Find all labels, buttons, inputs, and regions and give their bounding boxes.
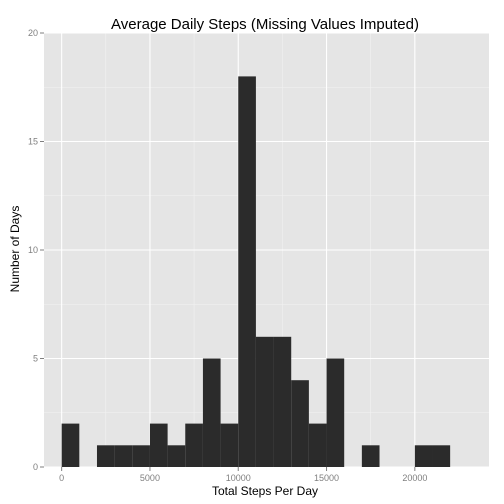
chart-title: Average Daily Steps (Missing Values Impu… [111,16,419,33]
y-tick-label: 5 [33,354,38,364]
histogram-bar-5 [149,423,168,467]
histogram-bar-12 [273,336,292,467]
y-axis-title: Number of Days [8,206,22,293]
histogram-bar-10 [238,76,256,468]
y-axis-ticks: 0 5 10 15 20 [28,28,44,472]
x-tick-label: 5000 [140,473,160,483]
histogram-bar-17 [361,445,380,467]
x-axis-ticks: 0 5000 10000 15000 20000 [59,467,427,483]
histogram-bar-7 [185,423,203,467]
histogram-bar-3 [114,445,133,467]
histogram-bar-21 [432,445,451,467]
x-tick-label: 0 [59,473,64,483]
histogram-bar-9 [220,423,239,467]
x-axis-title: Total Steps Per Day [212,484,318,498]
histogram-bar-0 [61,423,80,467]
histogram-bar-15 [326,358,345,467]
y-tick-label: 10 [28,245,38,255]
histogram-bar-11 [255,336,274,467]
histogram-bar-4 [132,445,150,467]
y-tick-label: 0 [33,462,38,472]
y-tick-label: 15 [28,137,38,147]
histogram-bar-2 [96,445,115,467]
histogram-bar-6 [167,445,186,467]
histogram-bar-8 [202,358,221,467]
x-tick-label: 10000 [226,473,251,483]
histogram-bar-14 [308,423,327,467]
histogram-bar-13 [291,380,309,467]
histogram-bars [61,76,451,468]
y-tick-label: 20 [28,28,38,38]
x-tick-label: 15000 [314,473,339,483]
x-tick-label: 20000 [402,473,427,483]
histogram-bar-20 [414,445,433,467]
